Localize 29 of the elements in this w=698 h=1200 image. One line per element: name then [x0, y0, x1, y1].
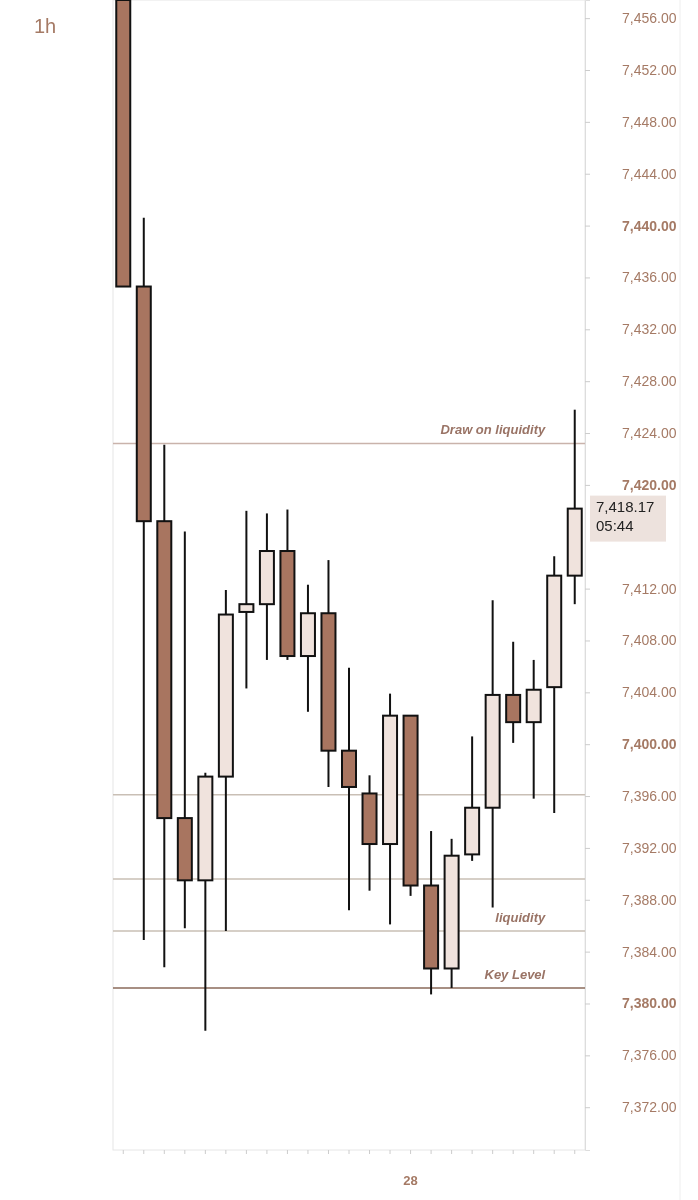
y-tick-label: 7,384.00 [622, 943, 677, 960]
y-tick-label: 7,380.00 [622, 995, 677, 1012]
y-tick-label: 7,444.00 [622, 165, 677, 182]
ref-line-label: liquidity [495, 909, 546, 925]
x-tick-label: 28 [403, 1173, 418, 1189]
y-tick-label: 7,404.00 [622, 684, 677, 701]
y-tick-label: 7,400.00 [622, 736, 677, 753]
text: 05:44 [596, 516, 634, 534]
y-tick-label: 7,424.00 [622, 425, 677, 442]
y-tick-label: 7,428.00 [622, 373, 677, 390]
text: 1h [34, 15, 57, 37]
y-tick-label: 7,456.00 [622, 10, 677, 27]
y-tick-label: 7,396.00 [622, 788, 677, 805]
y-tick-label: 7,408.00 [622, 632, 677, 649]
text: 7,418.17 [596, 497, 655, 515]
y-tick-label: 7,436.00 [622, 269, 677, 286]
y-tick-label: 7,392.00 [622, 839, 677, 856]
y-tick-label: 7,388.00 [622, 891, 677, 908]
y-tick-label: 7,432.00 [622, 321, 677, 338]
y-tick-label: 7,420.00 [622, 476, 677, 493]
y-tick-label: 7,372.00 [622, 1099, 677, 1116]
y-tick-label: 7,376.00 [622, 1047, 677, 1064]
y-tick-label: 7,412.00 [622, 580, 677, 597]
y-tick-label: 7,452.00 [622, 61, 677, 78]
ref-line-label: Draw on liquidity [440, 422, 546, 438]
ref-line-label: Key Level [484, 966, 546, 982]
y-tick-label: 7,448.00 [622, 113, 677, 130]
candlestick [238, 509, 255, 690]
y-tick-label: 7,440.00 [622, 217, 677, 234]
